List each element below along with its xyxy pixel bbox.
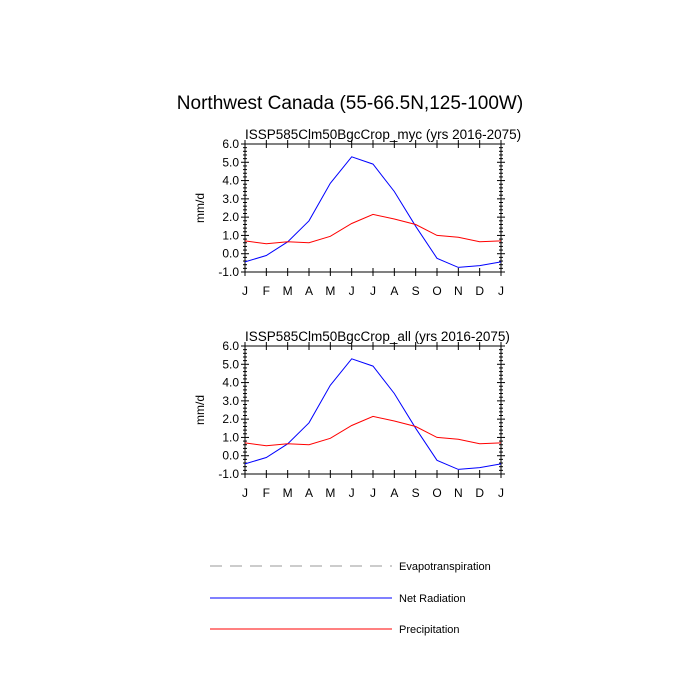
series-line-net-radiation xyxy=(244,156,502,268)
x-tick-label: A xyxy=(305,284,313,298)
chart-panel-1: ISSP585Clm50BgcCrop_myc (yrs 2016-2075) m… xyxy=(193,127,521,298)
y-tick-label: -1.0 xyxy=(218,265,239,279)
legend: Evapotranspiration Net Radiation Precipita… xyxy=(210,561,491,636)
x-tick-label: D xyxy=(475,486,484,500)
x-tick-label: A xyxy=(305,486,313,500)
figure-title: Northwest Canada (55-66.5N,125-100W) xyxy=(177,93,523,114)
y-tick-label: 6.0 xyxy=(222,137,239,151)
legend-label: Net Radiation xyxy=(399,593,466,605)
y-tick-label: 0.0 xyxy=(222,247,239,261)
chart-panel-2: ISSP585Clm50BgcCrop_all (yrs 2016-2075) m… xyxy=(193,329,510,500)
panels: ISSP585Clm50BgcCrop_myc (yrs 2016-2075) m… xyxy=(193,127,521,500)
y-tick-label: 4.0 xyxy=(222,376,239,390)
panel-title: ISSP585Clm50BgcCrop_all (yrs 2016-2075) xyxy=(245,329,510,344)
series-line-net-radiation xyxy=(244,358,502,470)
x-tick-label: M xyxy=(325,486,335,500)
legend-item: Evapotranspiration xyxy=(210,561,491,573)
x-tick-label: A xyxy=(390,486,398,500)
x-tick-label: O xyxy=(432,284,441,298)
y-axis-label: mm/d xyxy=(193,395,207,425)
y-tick-label: 3.0 xyxy=(222,192,239,206)
x-tick-label: F xyxy=(263,486,270,500)
series-line-precipitation xyxy=(244,415,502,447)
y-tick-label: 5.0 xyxy=(222,155,239,169)
x-tick-label: F xyxy=(263,284,270,298)
x-tick-label: S xyxy=(412,486,420,500)
x-tick-label: J xyxy=(349,486,355,500)
x-tick-label: J xyxy=(370,284,376,298)
x-tick-label: M xyxy=(283,284,293,298)
x-tick-label: M xyxy=(283,486,293,500)
x-tick-label: S xyxy=(412,284,420,298)
y-tick-label: 1.0 xyxy=(222,228,239,242)
x-tick-label: J xyxy=(242,284,248,298)
legend-label: Evapotranspiration xyxy=(399,561,491,573)
y-tick-label: 4.0 xyxy=(222,174,239,188)
x-tick-label: J xyxy=(242,486,248,500)
y-tick-label: -1.0 xyxy=(218,467,239,481)
y-tick-label: 2.0 xyxy=(222,412,239,426)
x-tick-label: J xyxy=(498,284,504,298)
x-tick-label: J xyxy=(498,486,504,500)
legend-item: Precipitation xyxy=(210,624,460,636)
x-tick-label: A xyxy=(390,284,398,298)
legend-item: Net Radiation xyxy=(210,593,466,605)
x-tick-label: N xyxy=(454,284,463,298)
x-tick-label: N xyxy=(454,486,463,500)
y-tick-label: 5.0 xyxy=(222,357,239,371)
x-tick-label: D xyxy=(475,284,484,298)
x-tick-label: J xyxy=(370,486,376,500)
plot-frame xyxy=(244,143,502,273)
y-tick-label: 2.0 xyxy=(222,210,239,224)
series-line-precipitation xyxy=(244,213,502,245)
x-tick-label: J xyxy=(349,284,355,298)
plot-frame xyxy=(244,345,502,475)
y-tick-label: 6.0 xyxy=(222,339,239,353)
y-tick-label: 0.0 xyxy=(222,449,239,463)
legend-label: Precipitation xyxy=(399,624,460,636)
y-axis-label: mm/d xyxy=(193,193,207,223)
y-tick-label: 1.0 xyxy=(222,430,239,444)
x-tick-label: M xyxy=(325,284,335,298)
y-tick-label: 3.0 xyxy=(222,394,239,408)
panel-title: ISSP585Clm50BgcCrop_myc (yrs 2016-2075) xyxy=(245,127,521,142)
x-tick-label: O xyxy=(432,486,441,500)
